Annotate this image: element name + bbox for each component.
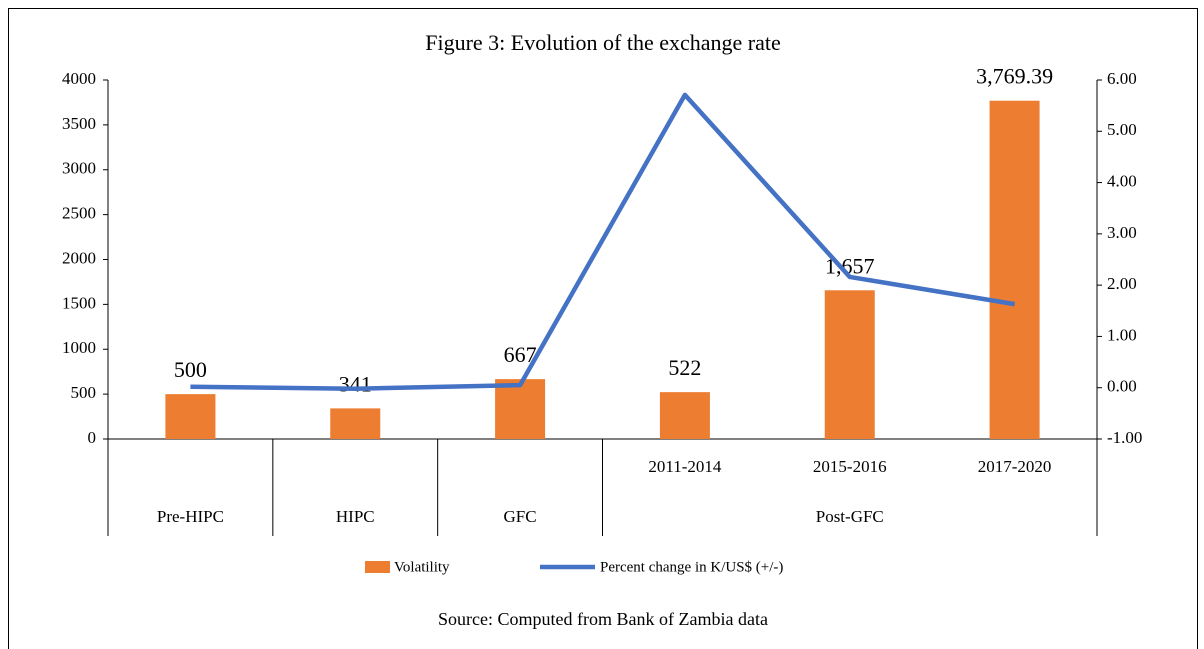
x-tick-label: 2011-2014 bbox=[648, 457, 722, 476]
legend-label: Percent change in K/US$ (+/-) bbox=[600, 559, 783, 575]
x-tick-label: 2015-2016 bbox=[813, 457, 887, 476]
group-label: Pre-HIPC bbox=[157, 507, 224, 526]
bar bbox=[659, 392, 710, 439]
y2-tick-label: 2.00 bbox=[1107, 274, 1137, 293]
y2-tick-label: 0.00 bbox=[1107, 377, 1137, 396]
line-series bbox=[190, 92, 1015, 391]
y-tick-label: 0 bbox=[88, 428, 97, 447]
value-label: 500 bbox=[174, 357, 207, 382]
y-tick-label: 3000 bbox=[62, 159, 96, 178]
value-label: 522 bbox=[668, 355, 701, 380]
y-tick-label: 1000 bbox=[62, 338, 96, 357]
bar bbox=[495, 379, 546, 439]
y2-tick-label: 5.00 bbox=[1107, 120, 1137, 139]
value-label: 341 bbox=[339, 371, 372, 396]
bar bbox=[824, 290, 875, 439]
y-tick-label: 1500 bbox=[62, 293, 96, 312]
x-tick-label: 2017-2020 bbox=[978, 457, 1052, 476]
y-tick-label: 4000 bbox=[62, 69, 96, 88]
group-label: GFC bbox=[504, 507, 537, 526]
group-label: HIPC bbox=[336, 507, 375, 526]
bar bbox=[330, 408, 381, 439]
y2-tick-label: 1.00 bbox=[1107, 325, 1137, 344]
value-label: 3,769.39 bbox=[976, 64, 1053, 89]
y2-tick-label: -1.00 bbox=[1107, 428, 1142, 447]
y2-tick-label: 4.00 bbox=[1107, 171, 1137, 190]
legend-label: Volatility bbox=[394, 559, 450, 575]
y-tick-label: 3500 bbox=[62, 114, 96, 133]
y2-tick-label: 6.00 bbox=[1107, 69, 1137, 88]
y-tick-label: 2000 bbox=[62, 248, 96, 267]
y-tick-label: 2500 bbox=[62, 204, 96, 223]
legend-swatch bbox=[365, 561, 390, 573]
chart-title: Figure 3: Evolution of the exchange rate bbox=[425, 30, 781, 55]
bar bbox=[165, 394, 216, 439]
y-tick-label: 500 bbox=[71, 383, 97, 402]
y2-tick-label: 3.00 bbox=[1107, 223, 1137, 242]
bar bbox=[989, 100, 1040, 439]
group-label: Post-GFC bbox=[816, 507, 884, 526]
chart-frame bbox=[8, 8, 1198, 649]
source-note: Source: Computed from Bank of Zambia dat… bbox=[438, 609, 768, 629]
